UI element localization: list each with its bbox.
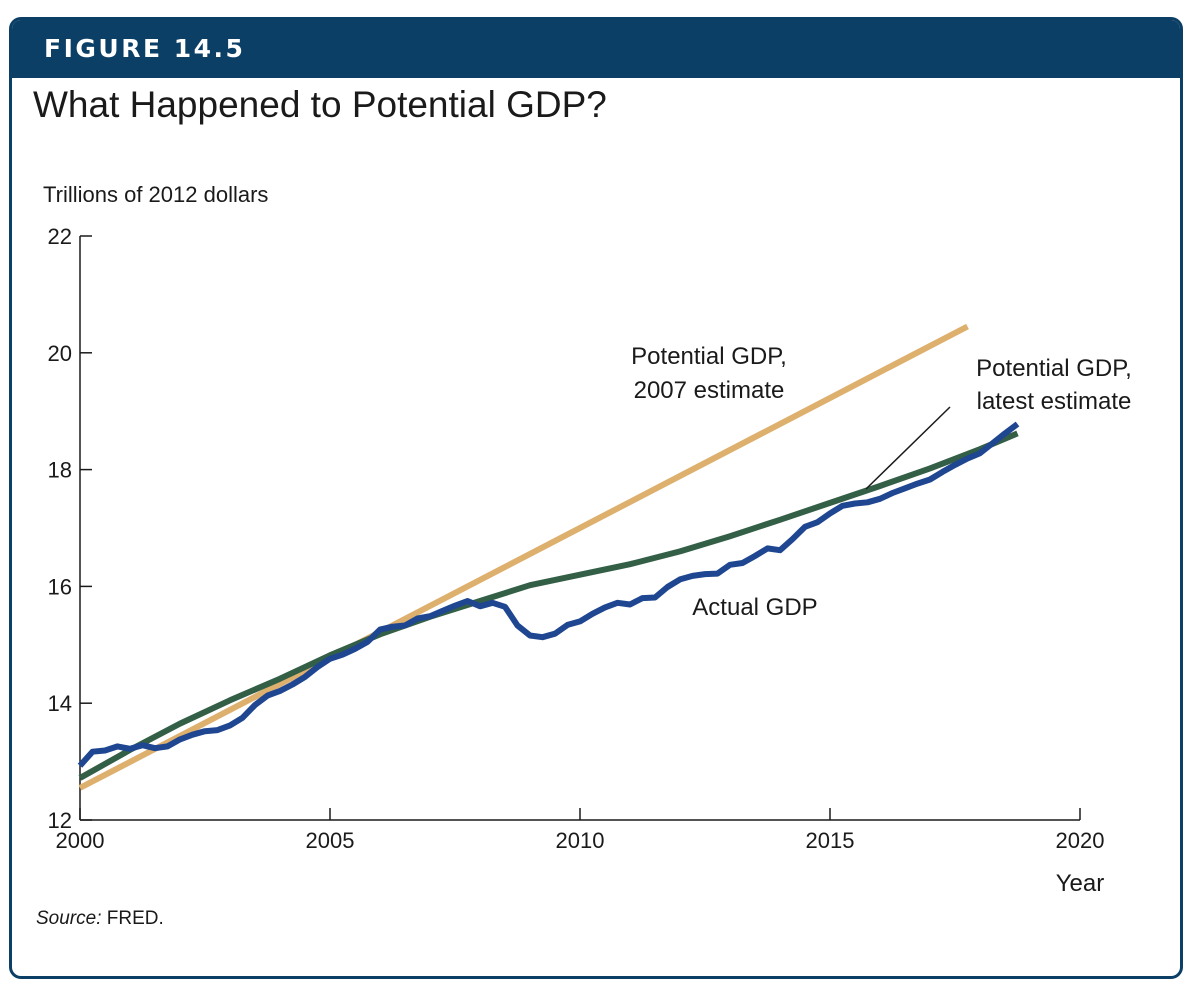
x-tick-label: 2020 <box>1056 828 1105 853</box>
y-tick-label: 18 <box>48 458 72 483</box>
y-tick-label: 12 <box>48 808 72 833</box>
source-text: FRED. <box>101 908 164 929</box>
figure-banner: FIGURE 14.5 <box>12 20 1180 78</box>
y-tick-label: 14 <box>48 691 72 716</box>
source-note: Source: FRED. <box>36 908 164 930</box>
x-tick-label: 2005 <box>306 828 355 853</box>
chart-title: What Happened to Potential GDP? <box>33 84 607 125</box>
series-layer <box>77 323 1020 791</box>
figure-frame: FIGURE 14.5 <box>9 17 1183 979</box>
annotation-potential-latest-line1: Potential GDP, <box>976 355 1132 382</box>
annotation-potential-latest-leader <box>865 406 951 490</box>
y-tick-label: 22 <box>48 224 72 249</box>
figure-label: FIGURE 14.5 <box>44 34 246 63</box>
y-axis-label: Trillions of 2012 dollars <box>43 182 268 207</box>
annotation-potential-latest-line2: latest estimate <box>977 388 1132 415</box>
annotation-actual-gdp: Actual GDP <box>692 594 817 621</box>
x-tick-label: 2010 <box>556 828 605 853</box>
axes: 12 14 16 18 20 22 2000 2005 2010 2015 2020 <box>48 224 1105 853</box>
x-tick-label: 2015 <box>806 828 855 853</box>
series-line-potential-2007 <box>78 323 969 791</box>
x-axis-label: Year <box>1056 870 1105 897</box>
annotation-potential-2007-line2: 2007 estimate <box>634 377 785 404</box>
annotation-layer: Potential GDP, 2007 estimate Potential G… <box>631 343 1132 621</box>
y-tick-label: 16 <box>48 574 72 599</box>
annotation-potential-2007-line1: Potential GDP, <box>631 343 787 370</box>
series-line-actual <box>77 421 1020 768</box>
series-line-potential-latest <box>78 430 1019 781</box>
y-tick-label: 20 <box>48 341 72 366</box>
source-prefix: Source: <box>36 908 102 929</box>
x-tick-label: 2000 <box>56 828 105 853</box>
